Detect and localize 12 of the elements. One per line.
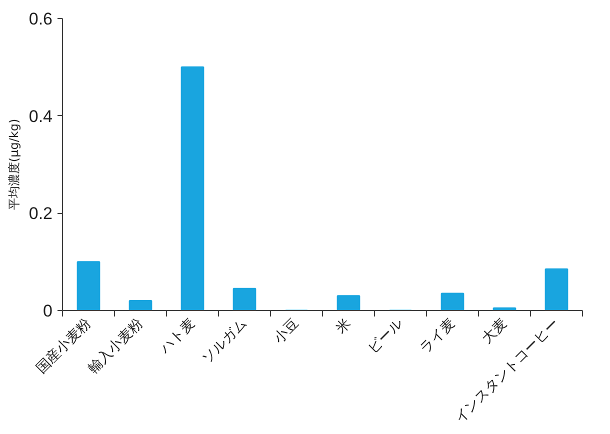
x-tick-label: ハト麦 [156, 316, 198, 358]
y-axis-title: 平均濃度(μg/kg) [6, 118, 21, 210]
x-tick-label: ソルガム [199, 316, 250, 367]
x-tick-label: ビール [365, 316, 406, 357]
x-tick-label: 大麦 [479, 316, 510, 347]
y-tick-label: 0.4 [28, 106, 53, 126]
y-tick-label: 0 [43, 302, 53, 320]
y-tick-label: 0.6 [28, 10, 53, 28]
x-tick-label: 米 [332, 316, 354, 338]
x-tick-label: 小豆 [271, 316, 302, 347]
y-tick-label: 0.2 [28, 204, 53, 224]
x-tick-label: ライ麦 [417, 316, 458, 357]
